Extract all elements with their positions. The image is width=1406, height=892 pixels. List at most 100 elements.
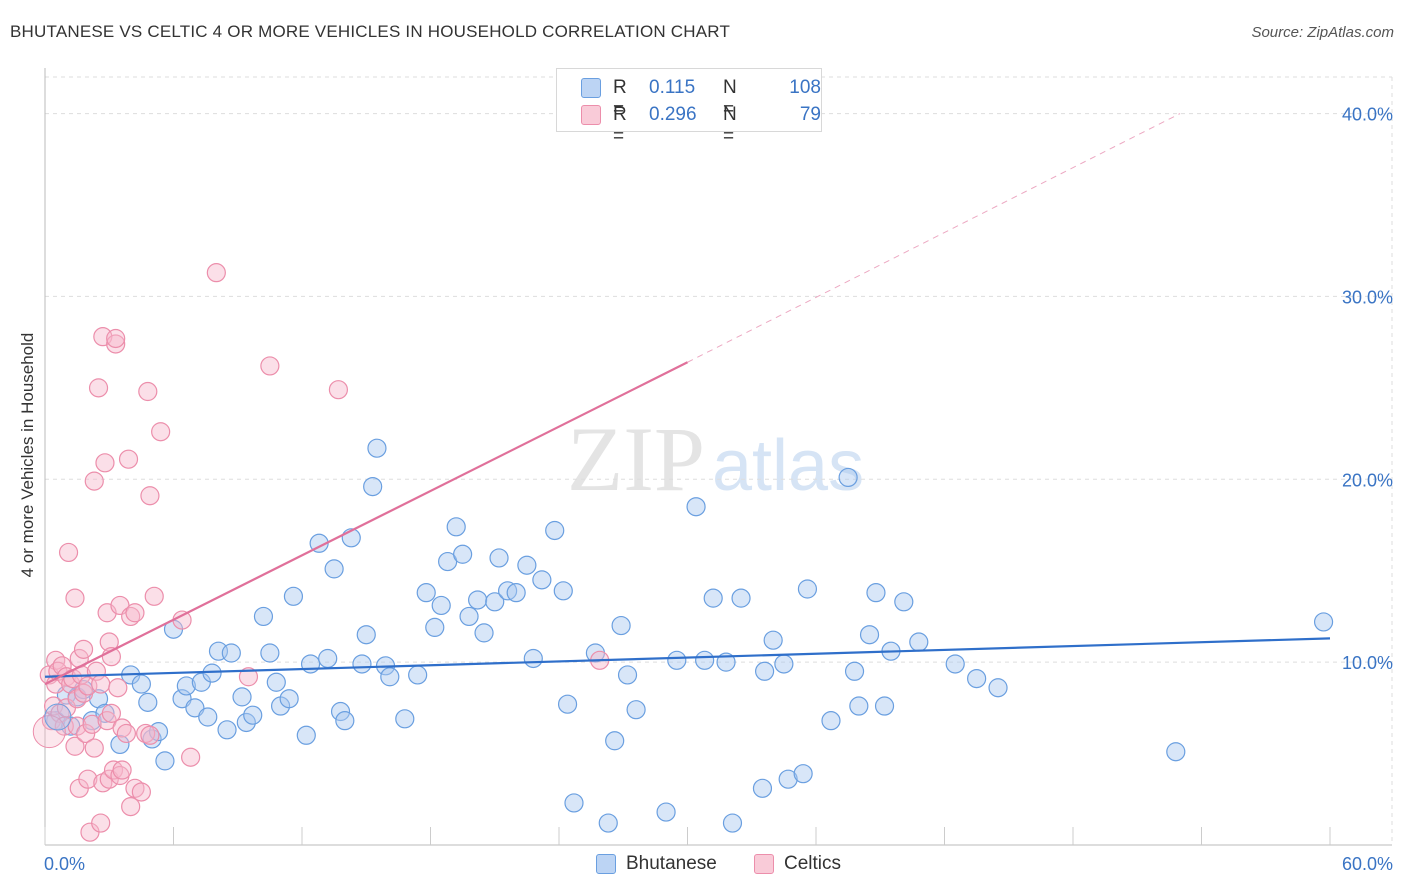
watermark-atlas: atlas	[712, 426, 864, 506]
bhutanese-point	[44, 703, 72, 731]
bhutanese-point	[217, 720, 237, 740]
celtics-point	[140, 486, 160, 506]
celtics-point	[140, 725, 160, 745]
bhutanese-point	[363, 477, 383, 497]
y-axis-label: 4 or more Vehicles in Household	[18, 332, 37, 578]
bhutanese-trend-line	[44, 637, 1331, 678]
bhutanese-point	[279, 689, 299, 709]
bhutanese-point	[988, 678, 1008, 698]
bhutanese-point	[395, 709, 415, 729]
bhutanese-point	[431, 595, 451, 616]
bhutanese-point	[176, 676, 196, 696]
bhutanese-point	[95, 703, 115, 723]
bhutanese-point	[485, 592, 505, 612]
legend-n-value: 108	[789, 77, 821, 98]
chart-title: BHUTANESE VS CELTIC 4 OR MORE VEHICLES I…	[10, 22, 731, 41]
celtics-point	[101, 703, 121, 723]
celtics-point	[125, 778, 145, 798]
bhutanese-point	[763, 630, 783, 650]
bhutanese-point	[667, 650, 687, 670]
watermark-zip: ZIP	[567, 408, 705, 510]
bhutanese-point	[296, 725, 316, 745]
bhutanese-point	[722, 813, 743, 833]
bhutanese-point	[138, 692, 158, 712]
bhutanese-point	[468, 590, 488, 610]
celtics-point	[172, 610, 192, 630]
bhutanese-point	[318, 648, 338, 669]
bhutanese-point	[532, 570, 552, 590]
bhutanese-point	[844, 661, 865, 681]
celtics-point	[106, 334, 126, 354]
celtics-point	[95, 453, 115, 473]
celtics-trend-line	[44, 361, 688, 686]
celtics-point	[88, 378, 109, 398]
bhutanese-point	[821, 711, 841, 731]
legend-n-label: N =	[723, 104, 737, 147]
bhutanese-point	[523, 648, 543, 669]
celtics-point	[106, 328, 126, 349]
bhutanese-point	[797, 579, 818, 599]
bhutanese-point	[605, 731, 625, 751]
bhutanese-point	[408, 665, 428, 685]
bhutanese-point	[352, 654, 372, 674]
celtics-point	[125, 603, 145, 623]
bhutanese-point	[232, 687, 252, 707]
bhutanese-point	[380, 667, 400, 687]
bhutanese-point	[335, 711, 355, 731]
celtics-point	[58, 542, 79, 563]
bhutanese-point	[198, 707, 218, 727]
bhutanese-point	[330, 701, 351, 722]
bhutanese-point	[131, 674, 151, 694]
bhutanese-point	[731, 588, 751, 608]
celtics-point	[138, 381, 158, 402]
bhutanese-point	[474, 623, 494, 643]
celtics-point	[121, 796, 141, 817]
bhutanese-point	[617, 665, 638, 685]
bhutanese-point	[774, 654, 794, 674]
celtics-point	[32, 715, 66, 749]
legend-r-value: 0.296	[649, 104, 697, 125]
bhutanese-point	[894, 592, 914, 612]
celtics-point	[238, 667, 259, 687]
x-tick-label: 0.0%	[44, 854, 85, 874]
y-tick-label: 30.0%	[1342, 287, 1393, 307]
bhutanese-point	[506, 583, 526, 603]
bottom-legend-swatch-pink	[754, 854, 774, 874]
celtics-point	[206, 263, 226, 283]
celtics-point	[108, 678, 128, 698]
bhutanese-point	[945, 654, 965, 674]
bhutanese-point	[453, 544, 473, 564]
celtics-point	[144, 586, 164, 606]
bhutanese-point	[517, 555, 537, 575]
bhutanese-point	[703, 588, 723, 608]
celtics-point	[181, 747, 201, 767]
legend-n-label: N =	[723, 77, 737, 120]
celtics-point	[112, 760, 132, 780]
bhutanese-point	[611, 615, 631, 636]
bhutanese-point	[859, 625, 880, 645]
bhutanese-point	[459, 606, 479, 627]
celtics-point	[82, 714, 102, 734]
celtics-point	[84, 471, 104, 491]
celtics-point	[65, 736, 85, 756]
bhutanese-point	[557, 694, 578, 714]
bhutanese-point	[656, 802, 676, 822]
bhutanese-point	[324, 559, 344, 579]
celtics-point	[93, 773, 113, 793]
bottom-legend-swatch-blue	[596, 854, 616, 874]
celtics-point	[260, 356, 280, 376]
bhutanese-point	[283, 586, 304, 606]
bhutanese-point	[425, 617, 445, 638]
bhutanese-point	[553, 581, 573, 601]
celtics-point	[78, 769, 98, 789]
celtics-point	[151, 422, 171, 442]
bhutanese-point	[243, 705, 263, 725]
bhutanese-point	[155, 751, 175, 771]
celtics-point	[84, 738, 104, 758]
bhutanese-point	[598, 813, 618, 833]
bhutanese-point	[221, 643, 241, 663]
bhutanese-point	[489, 548, 509, 568]
celtics-point	[328, 380, 349, 400]
bhutanese-point	[778, 769, 798, 789]
bhutanese-point	[1166, 742, 1186, 762]
